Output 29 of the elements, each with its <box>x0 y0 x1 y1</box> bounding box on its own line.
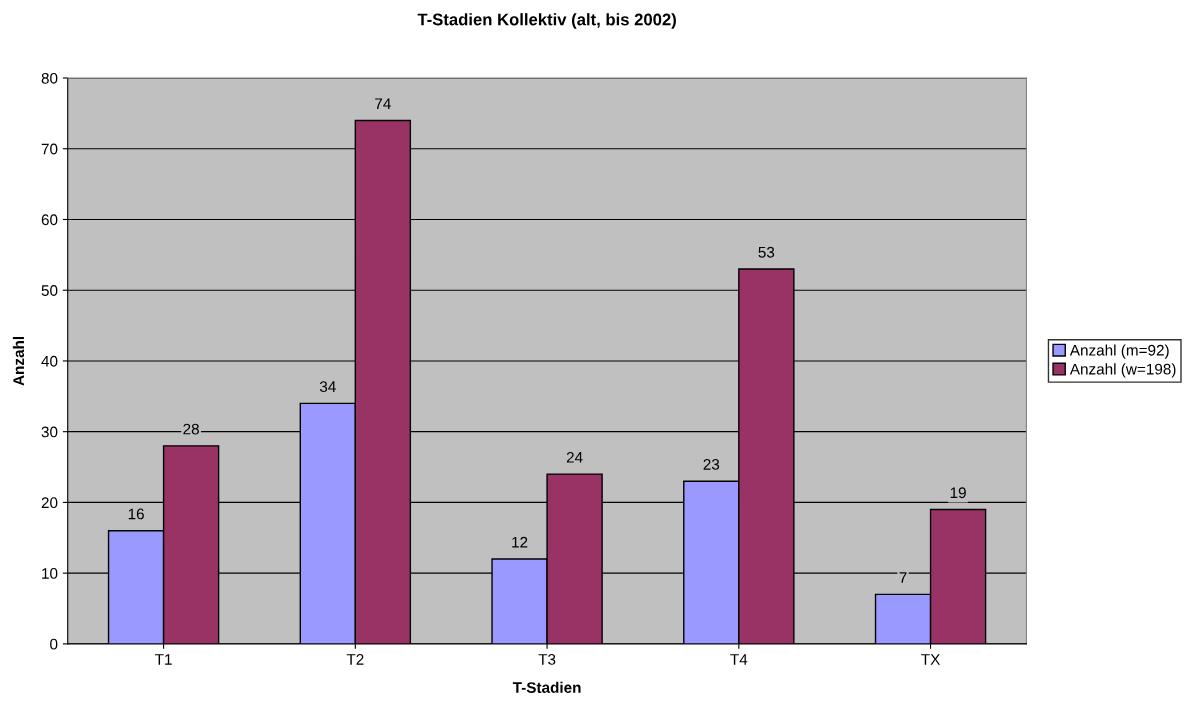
data-label: 74 <box>375 98 391 109</box>
x-axis-title: T-Stadien <box>512 681 581 693</box>
y-tick-label: 70 <box>41 143 58 155</box>
x-tick-label: T1 <box>155 654 172 665</box>
y-tick-label: 50 <box>41 285 58 296</box>
data-label: 7 <box>899 572 907 583</box>
data-label: 23 <box>703 459 720 470</box>
data-label: 19 <box>950 487 966 499</box>
legend-label: Anzahl (w=198) <box>1069 363 1176 378</box>
x-tick-label: T4 <box>730 654 748 665</box>
y-tick-label: 80 <box>41 72 58 84</box>
x-tick-label: T3 <box>538 654 556 665</box>
x-tick-label: T2 <box>346 654 364 665</box>
x-tick-label: TX <box>921 654 940 665</box>
y-tick-label: 20 <box>41 497 58 509</box>
y-tick-label: 40 <box>41 355 58 367</box>
y-axis-title: Anzahl <box>12 336 25 386</box>
y-tick-label: 0 <box>50 638 58 650</box>
data-label: 34 <box>319 381 336 393</box>
chart-title: T-Stadien Kollektiv (alt, bis 2002) <box>417 13 676 29</box>
data-label: 24 <box>566 451 583 463</box>
y-tick-label: 10 <box>42 568 58 579</box>
y-tick-label: 30 <box>41 426 58 438</box>
y-tick-label: 60 <box>41 214 58 226</box>
legend-label: Anzahl (m=92) <box>1069 344 1169 359</box>
data-label: 53 <box>758 246 775 258</box>
data-label: 28 <box>183 423 199 435</box>
data-label: 12 <box>512 536 528 548</box>
data-label: 16 <box>128 508 144 520</box>
